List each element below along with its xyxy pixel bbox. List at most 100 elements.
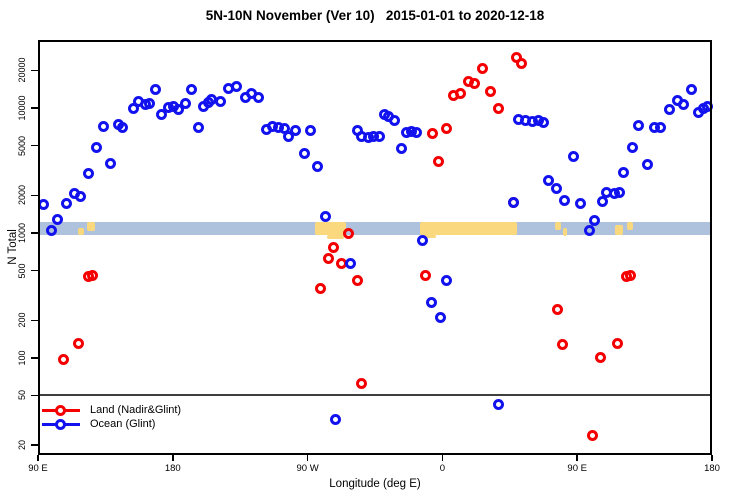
y-axis-tick-label: 100 bbox=[17, 350, 27, 366]
x-axis-tick bbox=[172, 455, 174, 461]
land-mask-patch bbox=[327, 234, 345, 240]
data-point-ocean bbox=[156, 108, 168, 120]
data-point-ocean bbox=[330, 414, 342, 426]
x-axis-tick-label: 180 bbox=[704, 463, 720, 474]
data-point-ocean bbox=[575, 198, 587, 209]
data-point-land bbox=[433, 155, 445, 167]
data-point-ocean bbox=[633, 119, 645, 131]
data-point-ocean bbox=[559, 194, 571, 206]
land-mask-patch bbox=[315, 221, 346, 235]
y-axis-tick-label: 1000 bbox=[17, 222, 27, 243]
data-point-ocean bbox=[440, 274, 452, 286]
data-point-ocean bbox=[82, 168, 94, 180]
data-point-ocean bbox=[192, 122, 204, 134]
data-point-ocean bbox=[589, 215, 601, 227]
data-point-ocean bbox=[417, 234, 429, 246]
data-point-ocean bbox=[654, 122, 666, 134]
data-point-ocean bbox=[231, 80, 243, 92]
data-point-ocean bbox=[319, 210, 331, 222]
land-mask-patch bbox=[626, 221, 634, 231]
y-axis-tick-label: 200 bbox=[17, 312, 27, 328]
x-axis-tick bbox=[37, 455, 39, 461]
data-point-ocean bbox=[663, 104, 675, 116]
data-point-land bbox=[440, 123, 452, 135]
legend-label: Ocean (Glint) bbox=[90, 418, 156, 430]
data-point-ocean bbox=[74, 191, 86, 203]
data-point-land bbox=[625, 269, 637, 281]
data-point-ocean bbox=[104, 158, 116, 170]
data-point-ocean bbox=[186, 84, 198, 96]
data-point-ocean bbox=[508, 197, 520, 209]
ocean-band bbox=[38, 221, 712, 235]
y-axis-tick bbox=[31, 107, 38, 109]
data-point-land bbox=[314, 282, 326, 294]
data-point-land bbox=[72, 337, 84, 349]
data-point-ocean bbox=[214, 95, 226, 107]
data-point-ocean bbox=[298, 147, 310, 159]
data-point-land bbox=[455, 87, 467, 99]
y-axis-tick bbox=[31, 194, 38, 197]
data-point-land bbox=[595, 352, 607, 364]
legend: Land (Nadir&Glint) Ocean (Glint) bbox=[42, 403, 181, 431]
data-point-ocean bbox=[37, 199, 49, 211]
data-point-land bbox=[469, 78, 481, 90]
y-axis-tick-label: 50 bbox=[17, 390, 27, 401]
data-point-ocean bbox=[568, 150, 580, 162]
y-axis-tick-label: 2000 bbox=[17, 185, 27, 206]
data-point-land bbox=[611, 337, 623, 349]
data-point-ocean bbox=[61, 198, 73, 209]
legend-item: Land (Nadir&Glint) bbox=[42, 403, 181, 417]
x-axis-label: Longitude (deg E) bbox=[329, 478, 421, 490]
y-axis-tick bbox=[31, 269, 38, 272]
data-point-ocean bbox=[252, 91, 264, 103]
y-axis-tick bbox=[31, 394, 38, 397]
data-point-ocean bbox=[179, 98, 191, 110]
data-point-ocean bbox=[677, 99, 689, 111]
legend-label: Land (Nadir&Glint) bbox=[90, 404, 182, 416]
data-point-ocean bbox=[686, 84, 698, 96]
data-point-ocean bbox=[90, 142, 102, 154]
data-point-ocean bbox=[45, 225, 57, 237]
data-point-ocean bbox=[614, 187, 626, 199]
data-point-ocean bbox=[702, 100, 713, 112]
data-point-ocean bbox=[143, 97, 155, 109]
data-point-land bbox=[342, 227, 354, 239]
x-axis-tick bbox=[576, 455, 578, 461]
data-point-land bbox=[552, 304, 564, 316]
x-axis-tick-label: 180 bbox=[164, 463, 181, 474]
data-point-land bbox=[351, 274, 363, 286]
data-point-ocean bbox=[425, 296, 437, 308]
legend-marker-icon bbox=[42, 418, 80, 430]
data-point-land bbox=[586, 429, 598, 441]
land-mask-patch bbox=[77, 227, 84, 235]
y-axis-tick bbox=[31, 357, 38, 359]
data-point-ocean bbox=[283, 130, 295, 142]
land-mask-patch bbox=[562, 227, 567, 236]
y-axis-tick-label: 10000 bbox=[17, 95, 27, 121]
data-point-land bbox=[57, 354, 69, 366]
data-point-ocean bbox=[116, 122, 128, 134]
data-point-ocean bbox=[434, 312, 446, 324]
land-mask-patch bbox=[554, 221, 561, 230]
data-point-ocean bbox=[618, 167, 630, 179]
x-axis-tick bbox=[306, 455, 309, 461]
y-axis-tick bbox=[31, 232, 38, 234]
x-axis-tick bbox=[441, 455, 444, 461]
data-point-ocean bbox=[641, 159, 653, 171]
x-axis-tick bbox=[711, 455, 713, 461]
data-point-ocean bbox=[410, 126, 422, 138]
land-mask-patch bbox=[421, 234, 437, 238]
data-point-land bbox=[515, 58, 527, 70]
y-axis-tick-label: 20 bbox=[17, 440, 27, 451]
data-point-ocean bbox=[305, 125, 317, 137]
data-point-land bbox=[356, 378, 368, 390]
data-point-land bbox=[87, 269, 99, 281]
data-point-ocean bbox=[538, 117, 550, 129]
data-point-ocean bbox=[596, 195, 608, 207]
y-axis-tick bbox=[31, 69, 38, 72]
data-point-ocean bbox=[543, 174, 555, 186]
land-mask-patch bbox=[419, 221, 517, 235]
data-point-ocean bbox=[52, 214, 64, 226]
x-axis-tick-label: 90 W bbox=[296, 463, 319, 474]
